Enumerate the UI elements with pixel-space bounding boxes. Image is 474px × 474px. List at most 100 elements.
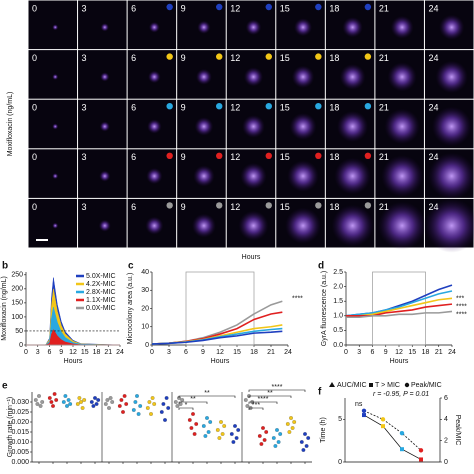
dot (52, 392, 57, 396)
line (345, 290, 453, 317)
time-label: 15 (280, 152, 290, 162)
row-dot (166, 202, 173, 209)
row-dot (364, 103, 372, 110)
time-label: 0 (32, 3, 37, 13)
y-axis-label: GyrA fluorescence (a.u.) (321, 271, 328, 346)
colony-blob (291, 65, 315, 89)
bracket (248, 407, 264, 410)
significance: *** (456, 295, 464, 302)
y-tick-label: 250 (11, 272, 23, 279)
time-label: 24 (428, 152, 438, 162)
legend-label: T > MIC (375, 382, 400, 389)
significance: ** (204, 390, 210, 397)
dot (262, 438, 267, 442)
y2-tick-label: 4 (444, 416, 448, 423)
dot (94, 402, 99, 406)
time-label: 18 (329, 3, 339, 13)
x-axis-label: Hours (390, 358, 409, 365)
colony-blob (243, 67, 264, 87)
dot (79, 400, 83, 404)
dot (285, 422, 290, 426)
panel-label: d (318, 261, 324, 272)
y-axis-label: Time (h) (320, 417, 327, 443)
bracket (248, 389, 306, 392)
dot (259, 442, 264, 446)
x-tick-label: 15 (81, 349, 89, 356)
y-tick-label: 40 (141, 269, 149, 276)
y-tick-label: 1.5 (333, 298, 343, 305)
image-cell (28, 0, 78, 50)
row-dot (315, 53, 322, 60)
significance: *** (252, 402, 260, 409)
colony-blob (145, 216, 164, 235)
significance: ** (267, 390, 273, 397)
dot (175, 404, 180, 408)
dot (173, 400, 178, 404)
colony-blob (384, 108, 420, 145)
y-tick-label: 0 (338, 459, 342, 466)
row-dot (315, 152, 322, 159)
time-label: 21 (379, 202, 389, 212)
line (151, 330, 283, 345)
y-tick-label: 200 (11, 286, 23, 293)
dot (292, 420, 297, 424)
dot (68, 402, 73, 406)
dot (273, 444, 278, 448)
row-dot (166, 3, 173, 11)
dot (192, 432, 197, 436)
dot (136, 412, 141, 416)
x-tick-label: 3 (167, 349, 171, 356)
y-tick-label: 2.0 (333, 283, 343, 290)
time-label: 21 (379, 152, 389, 162)
colony-blob (100, 72, 110, 82)
fit-line (363, 410, 422, 451)
row-dot (265, 3, 272, 11)
dot (80, 406, 85, 410)
y-tick-label: 50 (15, 328, 23, 335)
dot (89, 400, 94, 404)
dot (243, 398, 248, 402)
line (346, 310, 453, 319)
legend-label: Peak/MIC (411, 382, 442, 389)
row-dot (166, 103, 173, 110)
dot (152, 402, 157, 406)
row-dot (364, 202, 372, 209)
colony-blob (147, 119, 162, 134)
dot (194, 422, 199, 426)
bracket (178, 395, 236, 398)
time-label: 12 (230, 103, 240, 113)
point (400, 447, 404, 452)
dot (289, 416, 293, 420)
y-tick-label: 0.030 (11, 399, 29, 406)
dot (257, 434, 262, 438)
dot (65, 404, 69, 408)
row-dot (216, 202, 223, 209)
x-tick-label: 12 (69, 349, 77, 356)
panel-label: b (2, 261, 8, 272)
colony-blob (98, 219, 111, 232)
image-cell (28, 50, 78, 99)
significance: **** (272, 384, 283, 391)
row-dot (265, 103, 272, 110)
dot (164, 396, 169, 400)
dot (38, 404, 43, 408)
point (362, 413, 366, 418)
significance: ** (190, 396, 196, 403)
legend-marker (329, 382, 335, 387)
time-label: 9 (181, 103, 186, 113)
colony-blob (390, 15, 414, 39)
dot (261, 426, 265, 430)
x-tick-label: 3 (357, 349, 361, 356)
dot (135, 394, 139, 398)
row-dot (166, 152, 173, 159)
x-tick-label: 12 (216, 349, 224, 356)
time-label: 0 (32, 152, 37, 162)
legend-marker (369, 383, 373, 387)
colony-blob (339, 63, 366, 90)
colony-blob (148, 21, 160, 33)
x-tick-label: 18 (422, 349, 430, 356)
dot (233, 424, 237, 428)
dot (220, 432, 225, 436)
x-axis-label: Hours (211, 358, 230, 365)
colony-blob (287, 160, 319, 192)
